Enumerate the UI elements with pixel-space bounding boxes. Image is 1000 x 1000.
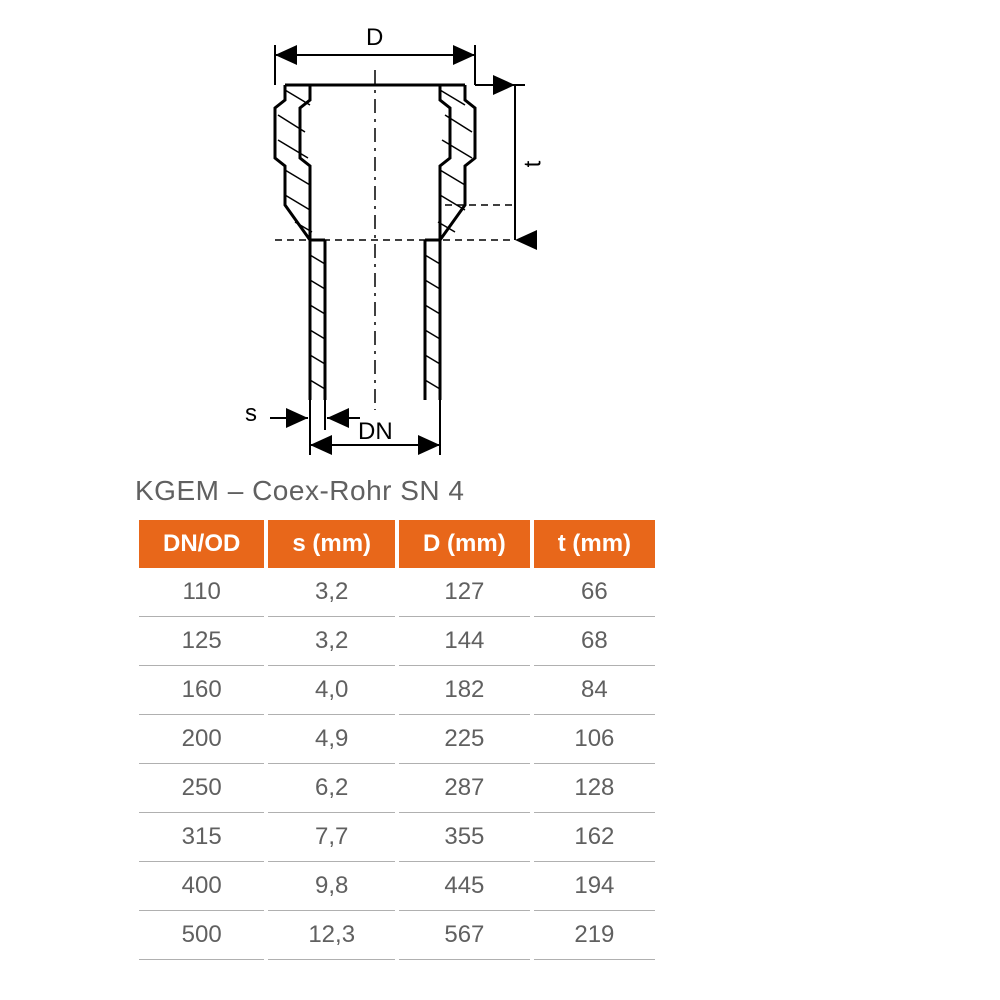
table-cell: 128 bbox=[534, 764, 655, 813]
label-s: s bbox=[245, 400, 257, 428]
table-cell: 567 bbox=[399, 911, 530, 960]
col-dnod: DN/OD bbox=[139, 520, 264, 568]
table-row: 1604,018284 bbox=[139, 666, 655, 715]
table-cell: 12,3 bbox=[268, 911, 395, 960]
table-cell: 162 bbox=[534, 813, 655, 862]
table-row: 1103,212766 bbox=[139, 568, 655, 617]
table-cell: 355 bbox=[399, 813, 530, 862]
table-cell: 127 bbox=[399, 568, 530, 617]
table-cell: 250 bbox=[139, 764, 264, 813]
pipe-diagram: D t s DN bbox=[180, 30, 680, 460]
pipe-svg bbox=[180, 30, 680, 460]
table-cell: 3,2 bbox=[268, 568, 395, 617]
table-cell: 125 bbox=[139, 617, 264, 666]
table-cell: 3,2 bbox=[268, 617, 395, 666]
table-cell: 7,7 bbox=[268, 813, 395, 862]
table-cell: 84 bbox=[534, 666, 655, 715]
table-cell: 225 bbox=[399, 715, 530, 764]
table-cell: 6,2 bbox=[268, 764, 395, 813]
table-cell: 315 bbox=[139, 813, 264, 862]
table-cell: 194 bbox=[534, 862, 655, 911]
table-cell: 144 bbox=[399, 617, 530, 666]
col-s: s (mm) bbox=[268, 520, 395, 568]
table-cell: 66 bbox=[534, 568, 655, 617]
table-cell: 200 bbox=[139, 715, 264, 764]
dimensions-table: DN/OD s (mm) D (mm) t (mm) 1103,21276612… bbox=[135, 520, 659, 960]
table-cell: 4,0 bbox=[268, 666, 395, 715]
table-cell: 4,9 bbox=[268, 715, 395, 764]
table-cell: 68 bbox=[534, 617, 655, 666]
table-row: 1253,214468 bbox=[139, 617, 655, 666]
label-dn: DN bbox=[358, 418, 393, 446]
table-cell: 445 bbox=[399, 862, 530, 911]
table-cell: 182 bbox=[399, 666, 530, 715]
col-t: t (mm) bbox=[534, 520, 655, 568]
table-cell: 160 bbox=[139, 666, 264, 715]
table-header-row: DN/OD s (mm) D (mm) t (mm) bbox=[139, 520, 655, 568]
col-d: D (mm) bbox=[399, 520, 530, 568]
label-t: t bbox=[519, 161, 547, 168]
table-cell: 106 bbox=[534, 715, 655, 764]
table-cell: 500 bbox=[139, 911, 264, 960]
table-cell: 9,8 bbox=[268, 862, 395, 911]
table-row: 50012,3567219 bbox=[139, 911, 655, 960]
table-row: 2506,2287128 bbox=[139, 764, 655, 813]
table-cell: 400 bbox=[139, 862, 264, 911]
table-cell: 110 bbox=[139, 568, 264, 617]
table-cell: 287 bbox=[399, 764, 530, 813]
table-row: 4009,8445194 bbox=[139, 862, 655, 911]
label-d: D bbox=[366, 24, 383, 52]
table-cell: 219 bbox=[534, 911, 655, 960]
table-row: 2004,9225106 bbox=[139, 715, 655, 764]
table-title: KGEM – Coex-Rohr SN 4 bbox=[135, 475, 465, 507]
table-row: 3157,7355162 bbox=[139, 813, 655, 862]
